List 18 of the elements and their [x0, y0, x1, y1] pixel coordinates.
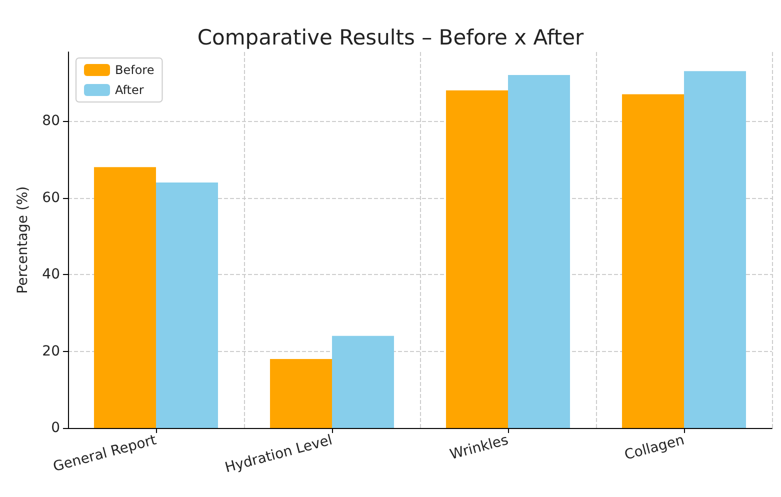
bar [622, 94, 684, 428]
y-tick-label: 80 [42, 113, 60, 130]
bar [332, 336, 394, 428]
bar [270, 358, 332, 428]
y-tick-label: 20 [42, 343, 60, 360]
chart-title: Comparative Results – Before x After [197, 26, 584, 50]
bar [684, 71, 746, 428]
y-tick-label: 60 [42, 190, 60, 206]
y-axis-title: Percentage (%) [15, 186, 31, 294]
x-tick-label: Wrinkles [448, 432, 510, 464]
legend-label: After [115, 83, 144, 97]
bar [446, 90, 508, 428]
y-tick-label: 40 [42, 266, 60, 283]
bar [156, 182, 218, 428]
legend-label: Before [115, 63, 154, 77]
bar [508, 75, 570, 428]
x-tick-label: Collagen [622, 432, 686, 464]
bar [94, 167, 156, 428]
